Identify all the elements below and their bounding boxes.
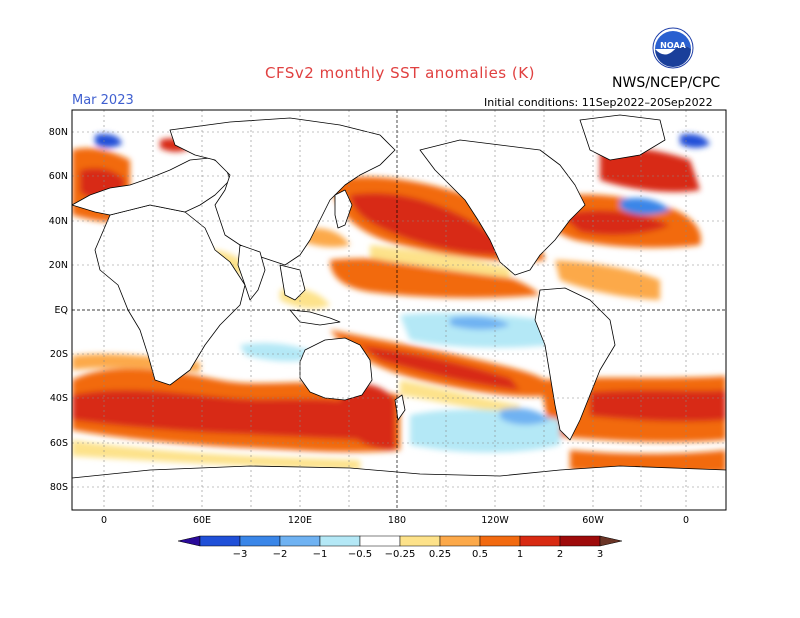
lat-label: 20N (49, 260, 68, 271)
valid-month-label: Mar 2023 (72, 93, 134, 108)
colorbar-label: 0.5 (472, 549, 488, 560)
colorbar-segment (399, 535, 441, 547)
lat-label: EQ (55, 305, 68, 316)
colorbar-label: −0.5 (348, 549, 372, 560)
colorbar-label: −3 (233, 549, 248, 560)
lon-label: 0 (683, 515, 689, 526)
colorbar-max-arrow (599, 535, 623, 547)
colorbar-label: −1 (313, 549, 328, 560)
map-frame (71, 109, 727, 511)
lat-label: 20S (50, 349, 68, 360)
colorbar: −3 −2 −1 −0.5 −0.25 0.25 0.5 1 2 3 (177, 535, 623, 560)
lon-label: 60W (582, 515, 604, 526)
colorbar-segment (199, 535, 241, 547)
colorbar-segment (239, 535, 281, 547)
colorbar-min-arrow (177, 535, 201, 547)
lat-label: 80N (49, 127, 68, 138)
colorbar-label: −0.25 (385, 549, 416, 560)
lat-axis: 80N 60N 40N 20N EQ 20S 40S 60S 80S (49, 127, 68, 493)
lon-label: 120E (288, 515, 312, 526)
lon-label: 0 (101, 515, 107, 526)
lon-label: 60E (193, 515, 211, 526)
initial-conditions-label: Initial conditions: 11Sep2022–20Sep2022 (484, 96, 713, 109)
logo-text: NOAA (660, 41, 686, 50)
colorbar-label: 1 (517, 549, 523, 560)
colorbar-label: −2 (273, 549, 288, 560)
lon-label: 180 (388, 515, 406, 526)
agency-label: NWS/NCEP/CPC (612, 75, 721, 91)
colorbar-segment (279, 535, 321, 547)
lat-label: 60N (49, 171, 68, 182)
colorbar-segment (319, 535, 361, 547)
map-title: CFSv2 monthly SST anomalies (K) (265, 64, 535, 82)
noaa-logo-icon: NOAA (652, 27, 694, 69)
lat-label: 80S (50, 482, 68, 493)
lon-label: 120W (481, 515, 509, 526)
colorbar-label: 0.25 (429, 549, 451, 560)
colorbar-segment (359, 535, 401, 547)
colorbar-segment (439, 535, 481, 547)
colorbar-segment (479, 535, 521, 547)
colorbar-segment (559, 535, 601, 547)
lon-axis: 0 60E 120E 180 120W 60W 0 (101, 515, 689, 526)
continents (72, 114, 726, 510)
colorbar-label: 3 (597, 549, 603, 560)
lat-label: 60S (50, 438, 68, 449)
colorbar-segment (519, 535, 561, 547)
colorbar-label: 2 (557, 549, 563, 560)
reference-lines (72, 110, 726, 510)
anomaly-field (72, 110, 726, 510)
lat-label: 40N (49, 216, 68, 227)
lat-label: 40S (50, 393, 68, 404)
